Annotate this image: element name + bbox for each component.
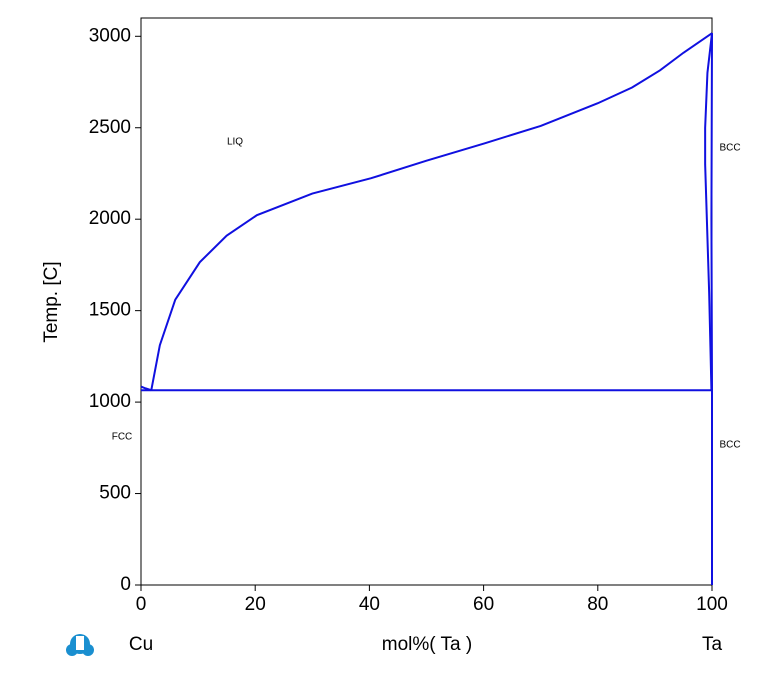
phase-boundary bbox=[710, 33, 713, 585]
y-tick-label: 2000 bbox=[89, 208, 131, 229]
y-tick-label: 1500 bbox=[89, 300, 131, 321]
x-tick-label: 60 bbox=[473, 594, 494, 615]
phase-label: LIQ bbox=[227, 137, 243, 148]
x-end-label: Ta bbox=[702, 634, 723, 655]
y-axis-label: Temp. [C] bbox=[41, 261, 62, 342]
x-tick-label: 40 bbox=[359, 594, 380, 615]
plot-frame bbox=[140, 17, 713, 586]
phase-label: FCC bbox=[112, 432, 133, 443]
y-tick-label: 1000 bbox=[89, 391, 131, 412]
phase-boundary bbox=[150, 32, 713, 391]
x-tick-label: 0 bbox=[136, 594, 147, 615]
logo bbox=[66, 634, 94, 656]
phase-boundary bbox=[704, 33, 713, 391]
y-tick-label: 3000 bbox=[89, 25, 131, 46]
y-tick-label: 0 bbox=[120, 574, 131, 595]
x-tick-label: 100 bbox=[696, 594, 728, 615]
x-start-label: Cu bbox=[129, 634, 153, 655]
x-axis-label: mol%( Ta ) bbox=[382, 634, 472, 655]
x-tick-label: 80 bbox=[587, 594, 608, 615]
x-tick-label: 20 bbox=[245, 594, 266, 615]
phase-boundary bbox=[140, 385, 152, 392]
phase-label: BCC bbox=[719, 143, 740, 154]
y-tick-label: 500 bbox=[99, 483, 131, 504]
y-tick-label: 2500 bbox=[89, 117, 131, 138]
phase-label: BCC bbox=[719, 440, 740, 451]
